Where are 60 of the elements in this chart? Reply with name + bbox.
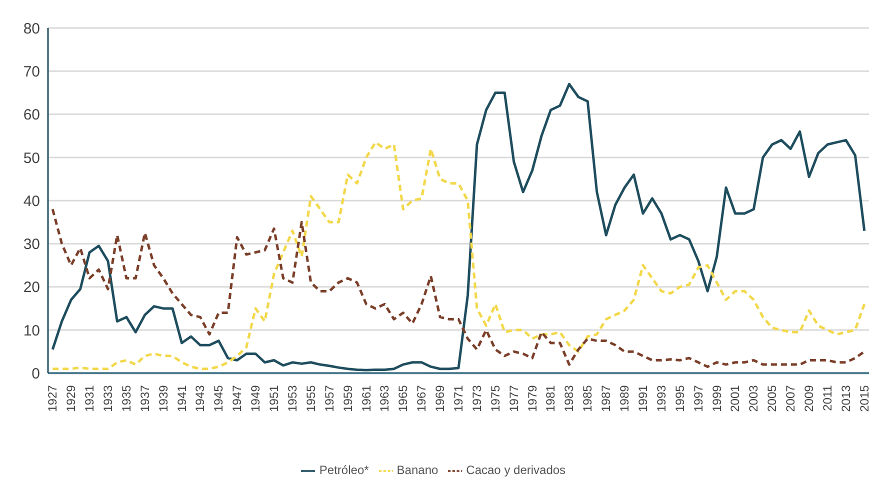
x-tick-label: 1937 xyxy=(138,384,152,412)
x-tick-label: 1957 xyxy=(322,384,336,412)
x-tick-label: 1941 xyxy=(174,384,189,412)
x-tick-label: 1979 xyxy=(525,384,540,412)
legend-label: Petróleo* xyxy=(319,463,369,478)
x-tick-label: 2007 xyxy=(784,384,798,412)
y-tick-label: 50 xyxy=(23,150,40,167)
legend-label: Banano xyxy=(396,463,438,478)
x-tick-label: 1973 xyxy=(470,384,484,412)
x-tick-label: 1963 xyxy=(378,384,392,412)
x-tick-label: 2001 xyxy=(728,384,742,412)
x-tick-label: 1989 xyxy=(618,384,632,412)
x-tick-label: 1951 xyxy=(267,384,282,412)
x-tick-label: 1969 xyxy=(433,384,448,412)
x-tick-label: 2009 xyxy=(802,384,816,412)
x-tick-label: 1981 xyxy=(544,384,558,412)
x-tick-label: 1987 xyxy=(599,384,614,412)
x-tick-label: 1939 xyxy=(156,384,170,412)
x-tick-label: 1977 xyxy=(506,384,521,412)
y-tick-label: 40 xyxy=(23,192,40,210)
x-tick-label: 1943 xyxy=(193,384,208,412)
y-tick-label: 0 xyxy=(32,365,40,382)
x-tick-label: 1997 xyxy=(691,384,706,412)
x-tick-label: 2005 xyxy=(765,384,780,412)
x-tick-label: 1965 xyxy=(396,384,410,412)
x-tick-label: 2011 xyxy=(820,384,834,411)
x-tick-label: 1995 xyxy=(672,384,687,412)
x-tick-label: 1945 xyxy=(212,384,226,412)
x-tick-label: 1961 xyxy=(359,384,374,412)
y-tick-label: 20 xyxy=(23,279,40,296)
line-series xyxy=(51,208,866,368)
x-tick-label: 1975 xyxy=(488,384,502,412)
x-tick-label: 1935 xyxy=(119,384,134,412)
x-tick-label: 1983 xyxy=(562,384,576,412)
x-tick-label: 1955 xyxy=(304,384,318,412)
line-series xyxy=(51,141,866,370)
x-tick-label: 1931 xyxy=(82,384,97,412)
x-tick-label: 1929 xyxy=(64,384,78,412)
x-tick-label: 1967 xyxy=(414,384,429,412)
x-tick-label: 1993 xyxy=(654,384,668,412)
y-tick-label: 80 xyxy=(23,20,40,38)
x-tick-label: 1949 xyxy=(248,384,263,412)
y-tick-label: 70 xyxy=(23,63,40,80)
y-tick-label: 60 xyxy=(23,106,40,124)
x-tick-label: 1953 xyxy=(285,384,300,412)
x-tick-label: 1959 xyxy=(340,384,355,412)
x-tick-label: 2003 xyxy=(746,384,761,412)
legend-label: Cacao y derivados xyxy=(466,463,566,478)
x-tick-label: 1947 xyxy=(230,384,244,412)
x-tick-label: 2015 xyxy=(857,384,872,412)
line-series xyxy=(51,82,866,372)
x-tick-label: 1991 xyxy=(636,384,650,412)
x-tick-label: 1985 xyxy=(580,384,595,412)
x-tick-label: 1927 xyxy=(46,384,60,412)
x-tick-label: 1933 xyxy=(100,384,115,412)
y-tick-label: 10 xyxy=(23,322,40,340)
y-tick-label: 30 xyxy=(23,236,40,254)
x-tick-label: 1999 xyxy=(710,384,724,412)
x-tick-label: 1971 xyxy=(452,384,466,412)
x-tick-label: 2013 xyxy=(838,384,853,412)
